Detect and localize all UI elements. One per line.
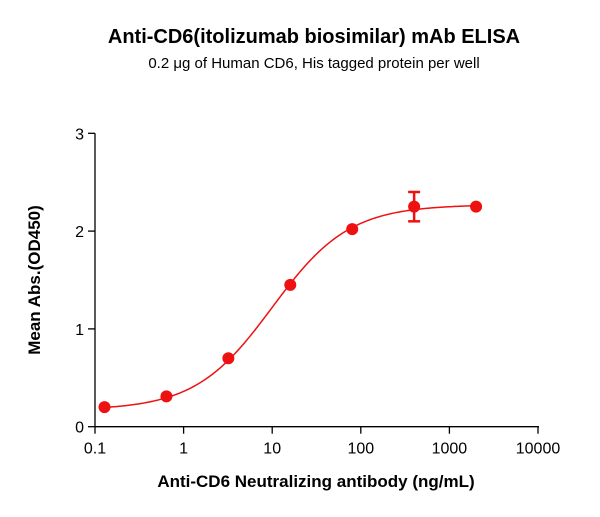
y-tick-label: 1 xyxy=(75,322,84,339)
chart-title: Anti-CD6(itolizumab biosimilar) mAb ELIS… xyxy=(108,26,520,48)
data-point xyxy=(470,200,483,213)
data-point xyxy=(284,278,297,291)
data-point xyxy=(222,352,235,365)
y-tick-label: 3 xyxy=(75,126,84,143)
data-point xyxy=(160,390,173,403)
fit-curve xyxy=(104,204,477,409)
x-tick-label: 1 xyxy=(179,441,188,458)
y-tick-label: 0 xyxy=(75,420,84,437)
y-axis-label: Mean Abs.(OD450) xyxy=(25,205,44,355)
data-point xyxy=(408,200,421,213)
y-tick-label: 2 xyxy=(75,224,84,241)
x-tick-label: 100 xyxy=(347,441,374,458)
chart-subtitle: 0.2 μg of Human CD6, His tagged protein … xyxy=(148,55,479,72)
x-tick-label: 10 xyxy=(263,441,281,458)
x-axis-label: Anti-CD6 Neutralizing antibody (ng/mL) xyxy=(157,472,474,491)
data-point xyxy=(346,223,359,236)
x-tick-label: 0.1 xyxy=(84,441,106,458)
data-point xyxy=(98,401,111,414)
x-tick-label: 1000 xyxy=(432,441,468,458)
x-tick-label: 10000 xyxy=(516,441,561,458)
